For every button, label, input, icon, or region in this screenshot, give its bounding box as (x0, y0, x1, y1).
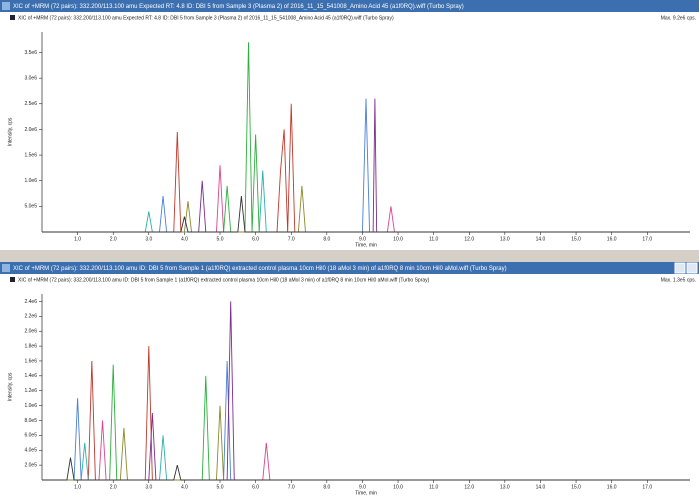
y-tick-label: 2.0e5 (24, 462, 37, 468)
y-tick-label: 4.0e5 (24, 448, 37, 454)
window: XIC of +MRM (72 pairs): 332.200/113.100 … (0, 0, 699, 250)
window-icon (2, 2, 10, 10)
y-tick-label: 1.8e6 (24, 343, 37, 349)
y-tick-label: 3.5e6 (24, 50, 37, 56)
x-tick-label: 16.0 (607, 484, 617, 490)
y-tick-label: 1.0e6 (24, 403, 37, 409)
trace (42, 457, 690, 481)
title-bar (0, 0, 699, 12)
trace-label: XIC of +MRM (72 pairs): 332.200/113.100 … (18, 277, 430, 283)
window-title: XIC of +MRM (72 pairs): 332.200/113.100 … (13, 266, 507, 272)
x-tick-label: 10.0 (393, 236, 403, 242)
x-tick-label: 9.0 (359, 484, 366, 490)
y-tick-label: 5.0e5 (24, 204, 37, 210)
x-tick-label: 17.0 (642, 236, 652, 242)
x-tick-label: 11.0 (429, 484, 439, 490)
x-tick-label: 15.0 (571, 236, 581, 242)
trace (42, 196, 690, 233)
y-tick-label: 1.4e6 (24, 373, 37, 379)
y-tick-label: 2.0e6 (24, 127, 37, 133)
x-tick-label: 1.0 (74, 236, 81, 242)
trace (42, 103, 690, 233)
y-tick-label: 1.0e6 (24, 178, 37, 184)
x-tick-label: 5.0 (217, 484, 224, 490)
x-tick-label: 13.0 (500, 236, 510, 242)
x-tick-label: 1.0 (74, 484, 81, 490)
x-tick-label: 9.0 (359, 236, 366, 242)
y-tick-label: 1.6e6 (24, 358, 37, 364)
y-tick-label: 2.2e6 (24, 314, 37, 320)
x-tick-label: 14.0 (536, 236, 546, 242)
x-tick-label: 7.0 (288, 484, 295, 490)
x-tick-label: 13.0 (500, 484, 510, 490)
x-tick-label: 15.0 (571, 484, 581, 490)
x-tick-label: 6.0 (252, 236, 259, 242)
trace-icon (10, 277, 15, 282)
x-tick-label: 16.0 (607, 236, 617, 242)
window-icon (2, 264, 10, 272)
x-tick-label: 4.0 (181, 484, 188, 490)
x-tick-label: 8.0 (323, 484, 330, 490)
max-label: Max. 9.2e6 cps. (661, 15, 696, 21)
x-tick-label: 2.0 (110, 484, 117, 490)
y-tick-label: 6.0e5 (24, 433, 37, 439)
trace-icon (10, 15, 15, 20)
x-tick-label: 5.0 (217, 236, 224, 242)
y-axis-label: Intensity, cps (7, 117, 13, 146)
y-tick-label: 1.5e6 (24, 152, 37, 158)
y-tick-label: 1.2e6 (24, 388, 37, 394)
x-tick-label: 7.0 (288, 236, 295, 242)
x-tick-label: 6.0 (252, 484, 259, 490)
title-bar (0, 262, 699, 274)
y-tick-label: 2.4e6 (24, 299, 37, 305)
x-tick-label: 12.0 (464, 484, 474, 490)
x-axis-label: Time, min (355, 490, 377, 496)
x-tick-label: 3.0 (145, 236, 152, 242)
restore-button[interactable] (674, 262, 686, 274)
window-title: XIC of +MRM (72 pairs): 332.200/113.100 … (13, 4, 464, 10)
close-button[interactable] (686, 262, 698, 274)
plot-pane (0, 12, 699, 250)
y-tick-label: 3.0e6 (24, 75, 37, 81)
y-axis-label: Intensity, cps (7, 372, 13, 401)
trace (42, 42, 690, 233)
x-axis-label: Time, min (355, 242, 377, 248)
x-tick-label: 2.0 (110, 236, 117, 242)
x-tick-label: 11.0 (429, 236, 439, 242)
y-tick-label: 8.0e5 (24, 418, 37, 424)
trace-label: XIC of +MRM (72 pairs): 332.200/113.100 … (18, 15, 394, 21)
max-label: Max. 1.3e5 cps. (661, 277, 696, 283)
x-tick-label: 17.0 (642, 484, 652, 490)
y-tick-label: 2.0e6 (24, 329, 37, 335)
x-tick-label: 8.0 (323, 236, 330, 242)
x-tick-label: 3.0 (145, 484, 152, 490)
x-tick-label: 14.0 (536, 484, 546, 490)
y-tick-label: 2.5e6 (24, 101, 37, 107)
x-tick-label: 12.0 (464, 236, 474, 242)
x-tick-label: 10.0 (393, 484, 403, 490)
x-tick-label: 4.0 (181, 236, 188, 242)
